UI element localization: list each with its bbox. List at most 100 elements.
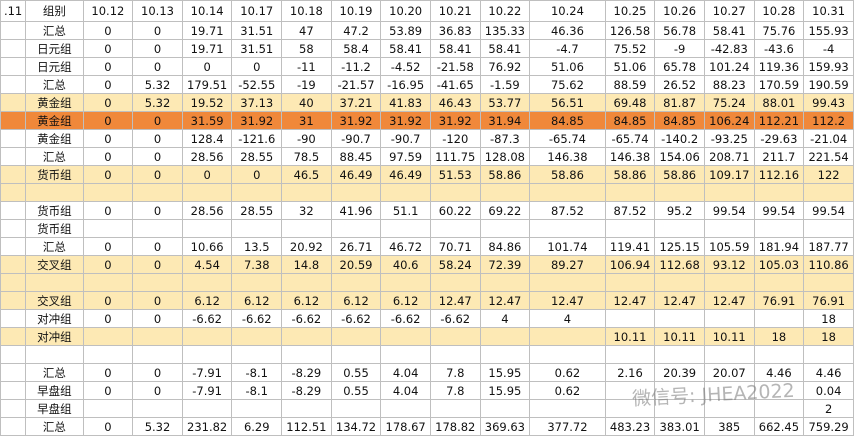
value-cell: 28.55 [231,201,283,220]
value-cell: 4.04 [380,363,431,382]
value-cell: 99.54 [703,201,755,220]
value-cell: -8.1 [231,381,283,400]
header-cell: 10.24 [529,0,606,22]
value-cell: 0 [132,21,183,40]
row-edge [0,75,27,94]
group-name: 汇总 [25,363,84,382]
value-cell [753,273,805,292]
group-name: 汇总 [25,75,84,94]
value-cell [181,345,233,364]
value-cell: 10.11 [703,327,755,346]
value-cell: 0 [82,57,134,76]
value-cell [82,399,134,418]
value-cell: 759.29 [803,417,854,436]
value-cell: 5.32 [132,93,183,112]
value-cell [181,399,233,418]
value-cell [703,399,755,418]
value-cell: 0.55 [330,381,382,400]
value-cell [803,183,854,202]
data-row: 对冲组 10.11 10.11 10.11 18 18 [0,327,854,346]
value-cell [654,309,705,328]
value-cell: 135.33 [479,21,531,40]
value-cell: 53.77 [479,93,531,112]
value-cell: 181.94 [753,237,805,256]
header-cell: .11 [0,0,27,22]
value-cell: -1.59 [479,75,531,94]
value-cell: 31.51 [231,21,283,40]
group-name: 黄金组 [25,129,84,148]
value-cell: -11.2 [330,57,382,76]
value-cell: 84.85 [654,111,705,130]
value-cell: 58.41 [703,21,755,40]
value-cell: -140.2 [654,129,705,148]
value-cell: 5.32 [132,75,183,94]
value-cell [231,219,283,238]
data-row: 货币组 [0,219,854,238]
value-cell: 46.36 [529,21,606,40]
value-cell: 0 [132,381,183,400]
value-cell: 0 [82,39,134,58]
value-cell: 385 [703,417,755,436]
value-cell: 58.41 [429,39,481,58]
value-cell: 0 [82,21,134,40]
header-cell: 10.17 [231,0,283,22]
value-cell [604,345,656,364]
value-cell [803,273,854,292]
group-name [25,345,84,364]
value-cell: -65.74 [529,129,606,148]
value-cell: 20.92 [281,237,332,256]
group-name: 货币组 [25,201,84,220]
value-cell [231,183,283,202]
value-cell: 0 [132,39,183,58]
value-cell: -41.65 [429,75,481,94]
value-cell: 19.71 [181,21,233,40]
value-cell: -6.62 [281,309,332,328]
header-cell: 组别 [25,0,84,22]
value-cell [132,273,183,292]
value-cell: 101.74 [529,237,606,256]
value-cell: 0 [132,111,183,130]
value-cell: 93.12 [703,255,755,274]
value-cell: 31.92 [380,111,431,130]
data-row: 日元组 0 0 0 0 -11 -11.2 -4.52 -21.58 76.92 51.06 51.0… [0,57,854,76]
header-cell: 10.22 [479,0,531,22]
value-cell: 0 [132,309,183,328]
value-cell: 41.96 [330,201,382,220]
row-edge [0,417,27,436]
value-cell [753,219,805,238]
value-cell: 369.63 [479,417,531,436]
value-cell [654,381,705,400]
header-cell: 10.12 [82,0,134,22]
value-cell: 84.86 [479,237,531,256]
row-edge [0,165,27,184]
value-cell: -6.62 [231,309,283,328]
value-cell: 105.03 [753,255,805,274]
value-cell: 58.86 [479,165,531,184]
value-cell: 65.78 [654,57,705,76]
value-cell: 190.59 [803,75,854,94]
value-cell: 12.47 [703,291,755,310]
value-cell: 58.86 [654,165,705,184]
value-cell: 0 [82,129,134,148]
value-cell: 119.36 [753,57,805,76]
value-cell: 5.32 [132,417,183,436]
value-cell: 0 [132,201,183,220]
value-cell: 126.58 [604,21,656,40]
value-cell: 0 [82,381,134,400]
value-cell: 40 [281,93,332,112]
value-cell [181,219,233,238]
value-cell: 46.5 [281,165,332,184]
group-name: 交叉组 [25,291,84,310]
group-name [25,273,84,292]
value-cell: 31.59 [181,111,233,130]
value-cell: 70.71 [429,237,481,256]
data-row [0,345,854,364]
row-edge [0,237,27,256]
value-cell: 58.86 [529,165,606,184]
value-cell: 75.76 [753,21,805,40]
value-cell: 84.85 [604,111,656,130]
value-cell: 0.62 [529,363,606,382]
value-cell [703,219,755,238]
value-cell: 6.12 [231,291,283,310]
